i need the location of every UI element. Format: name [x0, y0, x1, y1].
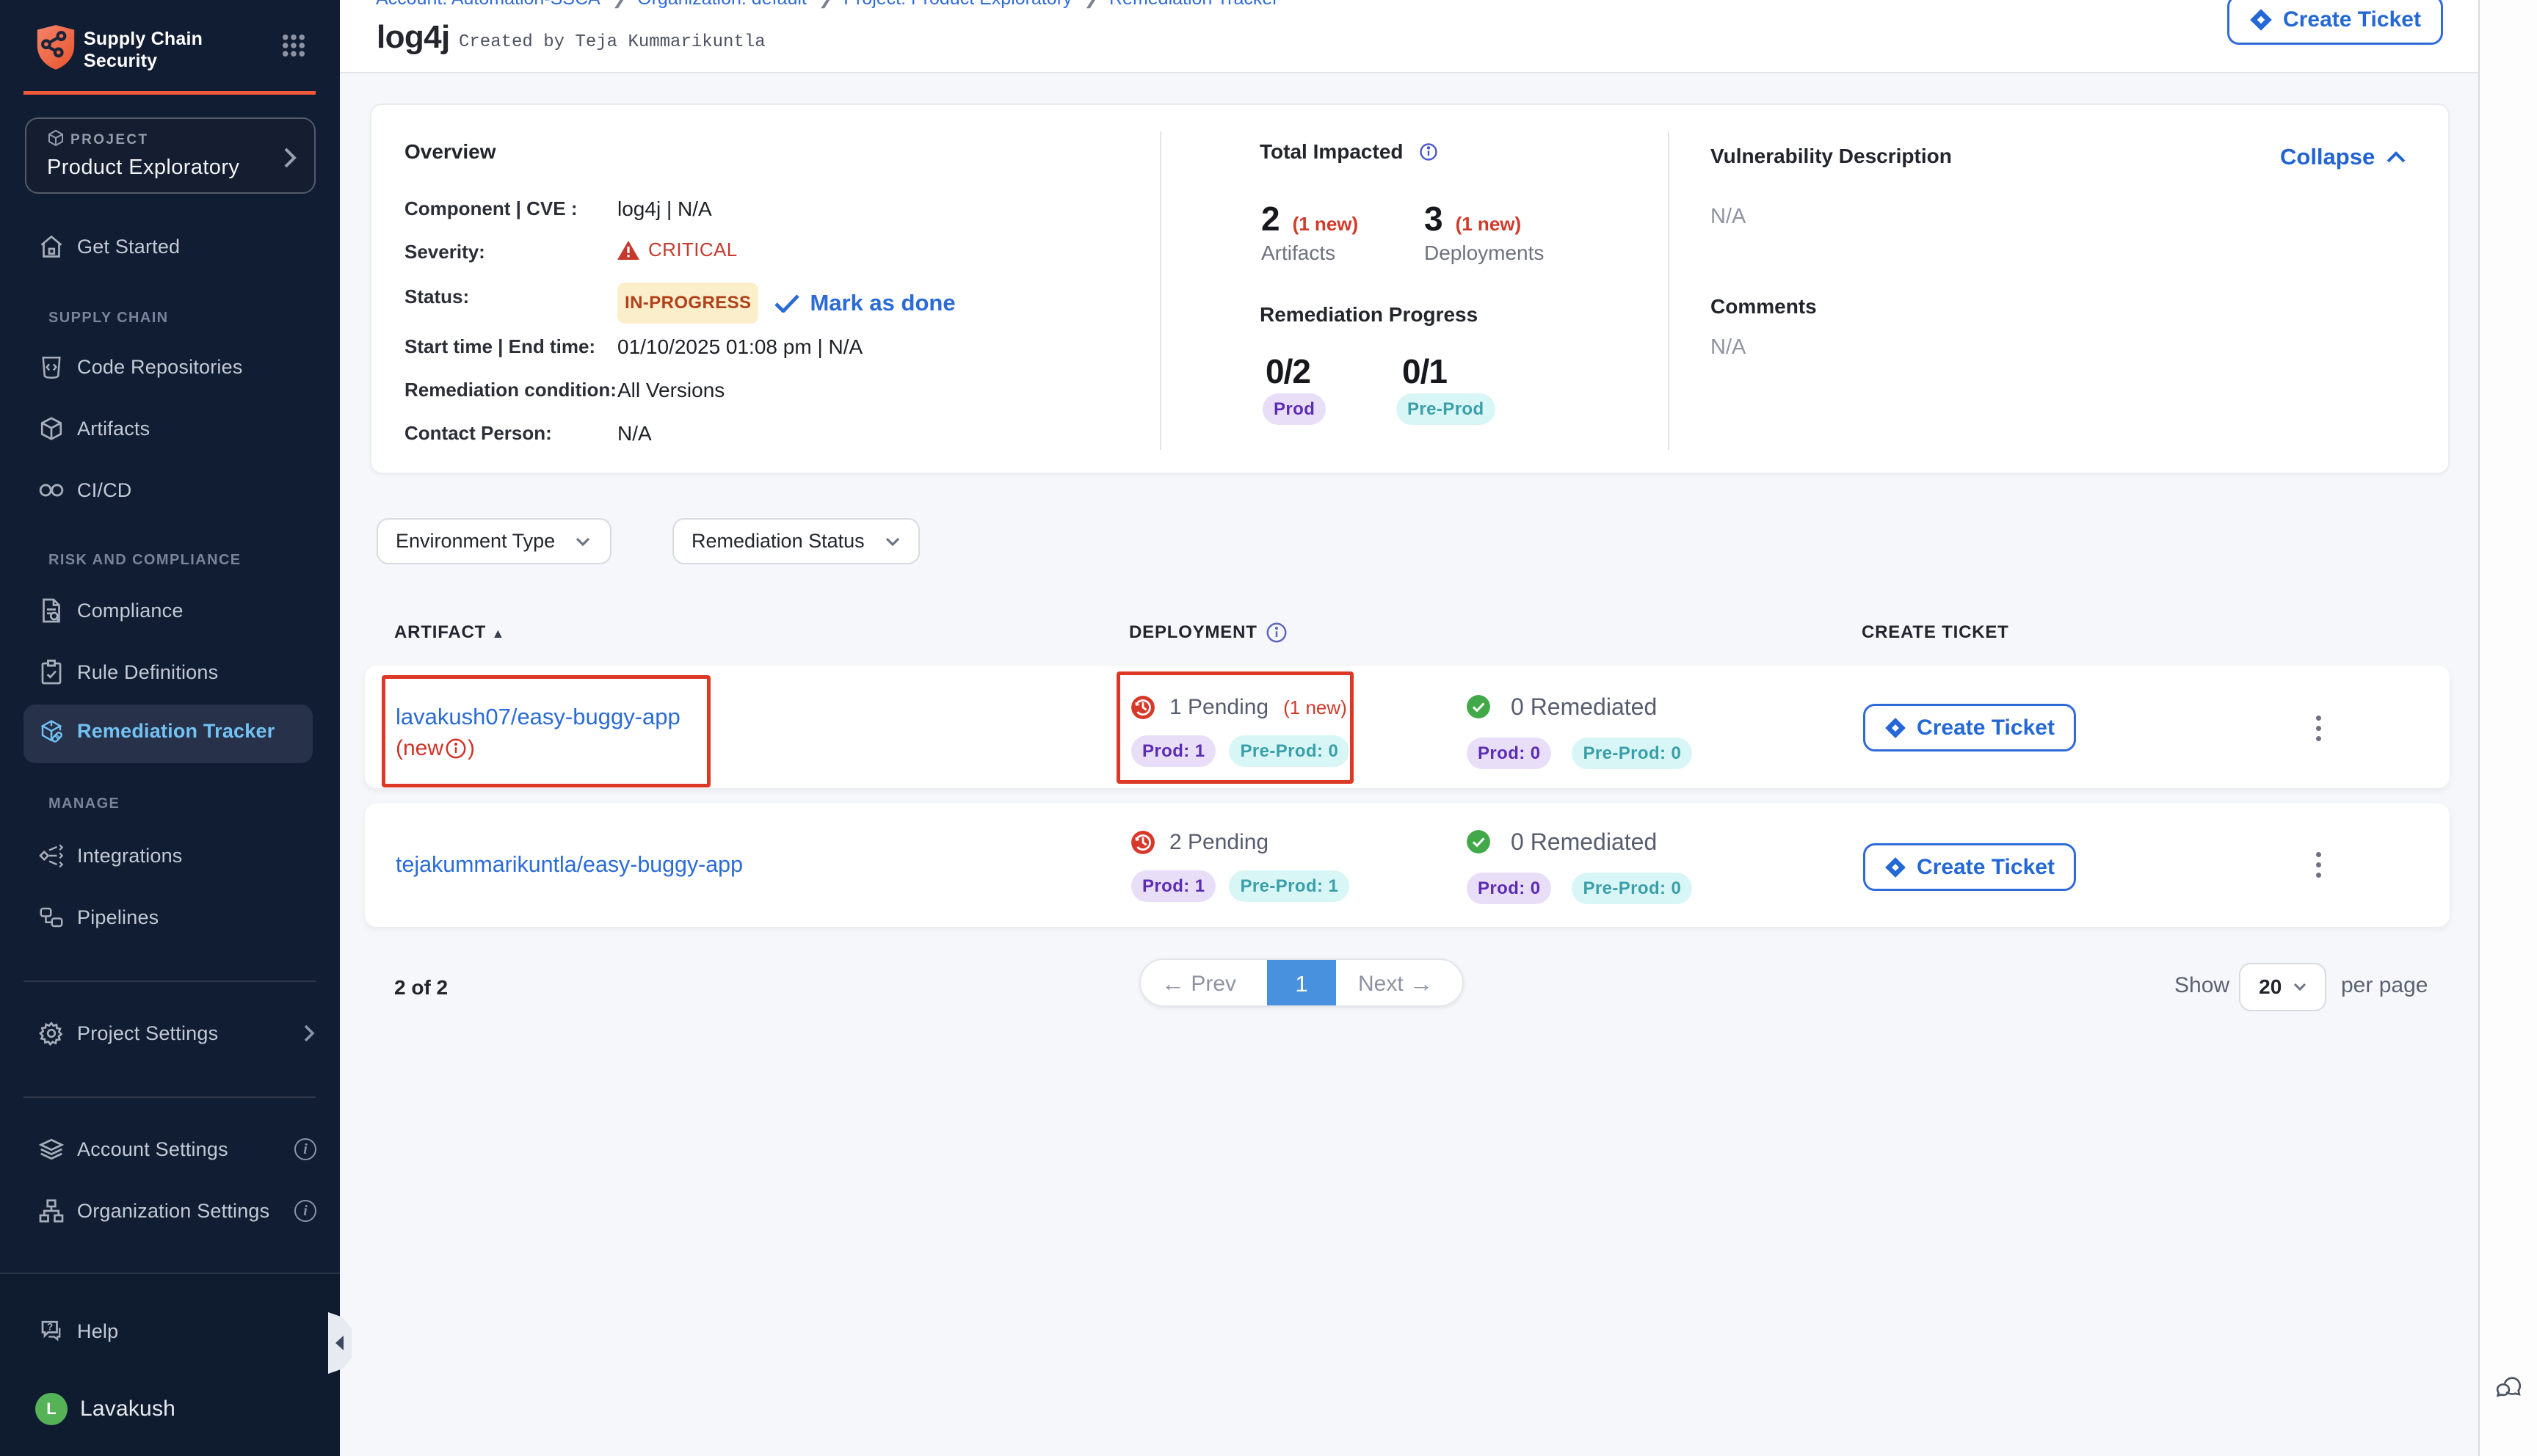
svg-text:?: ?: [47, 1322, 53, 1333]
